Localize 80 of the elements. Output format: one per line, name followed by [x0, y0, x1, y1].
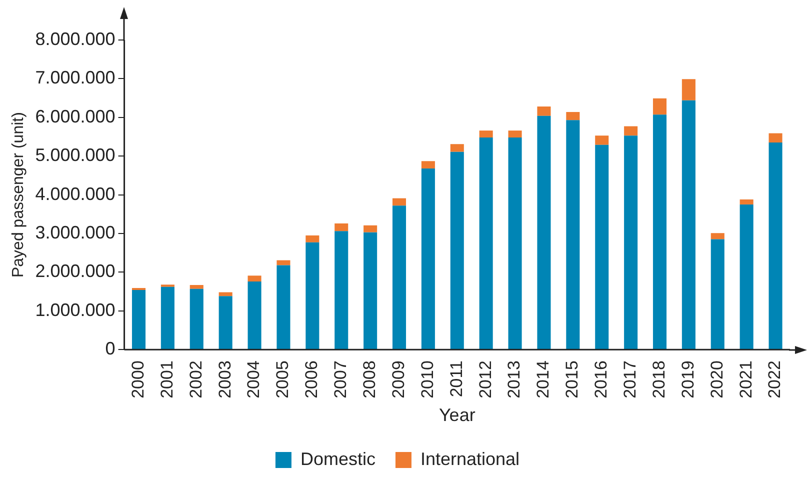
y-tick-label: 1.000.000: [35, 300, 116, 320]
y-axis-title: Payed passenger (unit): [10, 112, 28, 278]
x-tick-label: 2006: [302, 360, 322, 398]
bar: [218, 296, 232, 350]
x-tick-label: 2009: [388, 360, 408, 398]
bar: [190, 284, 204, 289]
x-tick-label: 2018: [649, 360, 668, 398]
bar: [508, 138, 522, 350]
bar: [334, 231, 348, 350]
bar: [421, 168, 435, 350]
y-tick-label: 6.000.000: [35, 106, 116, 126]
x-tick-label: 2011: [446, 360, 466, 398]
bar: [306, 235, 320, 242]
bar: [248, 281, 262, 350]
x-tick-label: 2021: [736, 360, 756, 398]
y-tick-label: 8.000.000: [35, 28, 116, 49]
x-tick-label: 2017: [620, 360, 640, 398]
y-tick-label: 4.000.000: [35, 184, 116, 204]
bar: [364, 225, 378, 232]
x-tick-label: 2005: [273, 360, 292, 398]
x-tick-label: 2013: [504, 360, 524, 398]
bar: [740, 204, 754, 350]
bar: [450, 152, 464, 350]
bar: [652, 98, 667, 115]
legend-label: Domestic: [300, 448, 376, 469]
bar: [479, 130, 493, 138]
x-tick-label: 2016: [592, 360, 611, 398]
bar: [624, 126, 638, 136]
x-tick-label: 2007: [331, 360, 350, 398]
x-tick-label: 2012: [476, 360, 495, 398]
x-tick-label: 2014: [534, 360, 553, 398]
bar: [276, 265, 290, 350]
bar: [682, 79, 696, 100]
bar: [392, 198, 406, 206]
bar: [595, 136, 609, 145]
bar: [421, 161, 435, 168]
bar: [190, 288, 204, 350]
x-tick-label: 2003: [215, 360, 234, 398]
x-tick-label: 2002: [186, 360, 206, 398]
bar: [276, 260, 290, 266]
bar: [218, 292, 232, 296]
bar: [624, 136, 638, 350]
bar: [364, 232, 378, 350]
bar: [595, 144, 609, 350]
bar: [334, 223, 348, 232]
x-tick-label: 2004: [244, 360, 264, 398]
legend-label: International: [420, 448, 520, 469]
x-tick-label: 2015: [562, 360, 582, 398]
bar: [132, 290, 146, 350]
bar: [160, 286, 174, 350]
y-tick-label: 2.000.000: [35, 261, 116, 282]
x-tick-label: 2000: [128, 360, 148, 398]
x-tick-label: 2001: [157, 360, 176, 398]
bar: [682, 100, 696, 350]
y-tick-label: 5.000.000: [35, 145, 116, 166]
x-tick-label: 2010: [418, 360, 437, 398]
x-tick-label: 2019: [678, 360, 698, 398]
y-tick-label: 0: [105, 338, 116, 359]
x-tick-label: 2020: [707, 360, 726, 398]
bar: [248, 276, 262, 282]
bar: [566, 120, 580, 350]
bar: [392, 206, 406, 350]
y-tick-label: 7.000.000: [35, 68, 116, 88]
x-axis-title: Year: [438, 405, 476, 426]
bar: [306, 242, 320, 350]
bar: [768, 133, 782, 143]
bar: [508, 130, 522, 138]
bar: [450, 144, 464, 152]
x-tick-label: 2022: [765, 360, 784, 398]
bar: [537, 106, 551, 116]
y-tick-label: 3.000.000: [35, 222, 116, 242]
bar: [566, 112, 580, 120]
bar: [479, 138, 493, 350]
bar: [740, 199, 754, 204]
x-tick-label: 2008: [360, 360, 379, 398]
bar: [537, 116, 551, 350]
bar: [710, 239, 724, 350]
bar: [768, 142, 782, 350]
bar: [652, 114, 667, 350]
bar: [710, 233, 724, 240]
